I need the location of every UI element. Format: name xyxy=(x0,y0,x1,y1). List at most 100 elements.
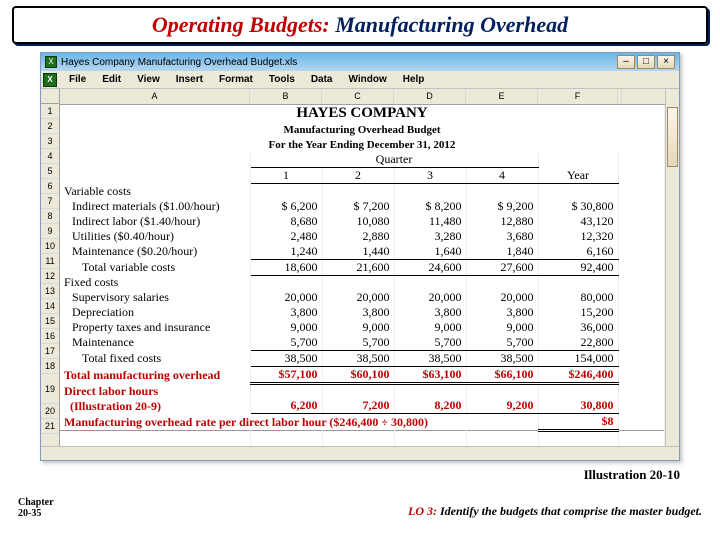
scroll-thumb[interactable] xyxy=(667,107,678,167)
menu-help[interactable]: Help xyxy=(395,74,433,85)
learning-objective: LO 3: Identify the budgets that comprise… xyxy=(408,504,702,519)
menu-tools[interactable]: Tools xyxy=(261,74,303,85)
row-header[interactable]: 16 xyxy=(41,329,59,344)
section-label: Variable costs xyxy=(60,184,250,199)
menu-format[interactable]: Format xyxy=(211,74,261,85)
cell: $ 30,800 xyxy=(538,199,618,214)
row-header[interactable]: 13 xyxy=(41,284,59,299)
line-label: Maintenance ($0.20/hour) xyxy=(60,244,250,260)
year-header: Year xyxy=(538,168,618,184)
cell: 3,800 xyxy=(322,305,394,320)
line-label: Indirect materials ($1.00/hour) xyxy=(60,199,250,214)
cell: 3,800 xyxy=(250,305,322,320)
cell: 7,200 xyxy=(322,384,394,414)
cell: 9,000 xyxy=(322,320,394,335)
menu-insert[interactable]: Insert xyxy=(168,74,211,85)
spreadsheet-window: X Hayes Company Manufacturing Overhead B… xyxy=(40,52,680,461)
total-label: Total variable costs xyxy=(60,259,250,275)
dlh-label: Direct labor hours (Illustration 20-9) xyxy=(60,384,250,414)
row-header[interactable]: 4 xyxy=(41,149,59,164)
menu-view[interactable]: View xyxy=(129,74,168,85)
q-header: 2 xyxy=(322,168,394,184)
maximize-button[interactable]: □ xyxy=(637,55,655,69)
menu-edit[interactable]: Edit xyxy=(94,74,129,85)
menu-data[interactable]: Data xyxy=(303,74,341,85)
row-header[interactable]: 17 xyxy=(41,344,59,359)
cell: $66,100 xyxy=(466,367,538,384)
cell: 38,500 xyxy=(250,351,322,367)
excel-icon: X xyxy=(45,56,57,68)
cell: $ 8,200 xyxy=(394,199,466,214)
cell: 21,600 xyxy=(322,259,394,275)
cell: 38,500 xyxy=(466,351,538,367)
cell: 1,240 xyxy=(250,244,322,260)
col-header[interactable]: D xyxy=(394,89,466,104)
cell: 5,700 xyxy=(322,335,394,351)
cell: 3,680 xyxy=(466,229,538,244)
row-header[interactable]: 1 xyxy=(41,104,59,119)
cell: 3,800 xyxy=(466,305,538,320)
minimize-button[interactable]: – xyxy=(617,55,635,69)
row-header[interactable]: 3 xyxy=(41,134,59,149)
line-label: Depreciation xyxy=(60,305,250,320)
row-header[interactable]: 12 xyxy=(41,269,59,284)
vertical-scrollbar[interactable] xyxy=(665,89,679,446)
cell: 2,880 xyxy=(322,229,394,244)
cell: 5,700 xyxy=(394,335,466,351)
col-header[interactable]: E xyxy=(466,89,538,104)
row-header[interactable]: 11 xyxy=(41,254,59,269)
col-header[interactable]: B xyxy=(250,89,322,104)
cell: 12,320 xyxy=(538,229,618,244)
line-label: Maintenance xyxy=(60,335,250,351)
line-label: Utilities ($0.40/hour) xyxy=(60,229,250,244)
grid[interactable]: A B C D E F HAYES COMPANY Manufacturing … xyxy=(60,89,665,446)
row-header[interactable]: 20 xyxy=(41,404,59,419)
row-header[interactable]: 5 xyxy=(41,164,59,179)
cell: $246,400 xyxy=(538,367,618,384)
budget-title: Manufacturing Overhead Budget xyxy=(60,122,665,137)
corner-cell[interactable] xyxy=(41,89,59,104)
cell: 22,800 xyxy=(538,335,618,351)
row-header[interactable]: 8 xyxy=(41,209,59,224)
menu-file[interactable]: File xyxy=(61,74,94,85)
cell: 18,600 xyxy=(250,259,322,275)
col-header[interactable]: C xyxy=(322,89,394,104)
cell: $63,100 xyxy=(394,367,466,384)
column-headers: A B C D E F xyxy=(60,89,665,105)
sysmenu-icon[interactable]: X xyxy=(43,73,57,87)
row-headers: 123456789101112131415161718192021 xyxy=(41,89,60,446)
cell: 6,200 xyxy=(250,384,322,414)
cell: 9,000 xyxy=(394,320,466,335)
cell: 12,880 xyxy=(466,214,538,229)
cell: $57,100 xyxy=(250,367,322,384)
row-header[interactable]: 2 xyxy=(41,119,59,134)
cell: 38,500 xyxy=(322,351,394,367)
cell: $ 6,200 xyxy=(250,199,322,214)
line-label: Indirect labor ($1.40/hour) xyxy=(60,214,250,229)
row-header[interactable]: 15 xyxy=(41,314,59,329)
cell: $ 7,200 xyxy=(322,199,394,214)
row-header[interactable]: 7 xyxy=(41,194,59,209)
titlebar[interactable]: X Hayes Company Manufacturing Overhead B… xyxy=(41,53,679,71)
horizontal-scrollbar[interactable] xyxy=(41,446,679,460)
window-title: Hayes Company Manufacturing Overhead Bud… xyxy=(61,57,615,68)
footer: Chapter20-35 LO 3: Identify the budgets … xyxy=(18,497,702,519)
cell: 5,700 xyxy=(250,335,322,351)
spreadsheet-table[interactable]: HAYES COMPANY Manufacturing Overhead Bud… xyxy=(60,105,665,446)
row-header[interactable]: 18 xyxy=(41,359,59,374)
menubar: X File Edit View Insert Format Tools Dat… xyxy=(41,71,679,89)
row-header[interactable]: 21 xyxy=(41,419,59,434)
menu-window[interactable]: Window xyxy=(341,74,395,85)
row-header[interactable]: 19 xyxy=(41,374,59,404)
close-button[interactable]: × xyxy=(657,55,675,69)
cell: 20,000 xyxy=(394,290,466,305)
col-header[interactable]: F xyxy=(538,89,618,104)
row-header[interactable]: 14 xyxy=(41,299,59,314)
row-header[interactable]: 9 xyxy=(41,224,59,239)
cell: 5,700 xyxy=(466,335,538,351)
col-header[interactable]: A xyxy=(60,89,250,104)
row-header[interactable]: 6 xyxy=(41,179,59,194)
cell: 20,000 xyxy=(322,290,394,305)
row-header[interactable]: 10 xyxy=(41,239,59,254)
slide-title: Operating Budgets: Manufacturing Overhea… xyxy=(12,6,708,44)
